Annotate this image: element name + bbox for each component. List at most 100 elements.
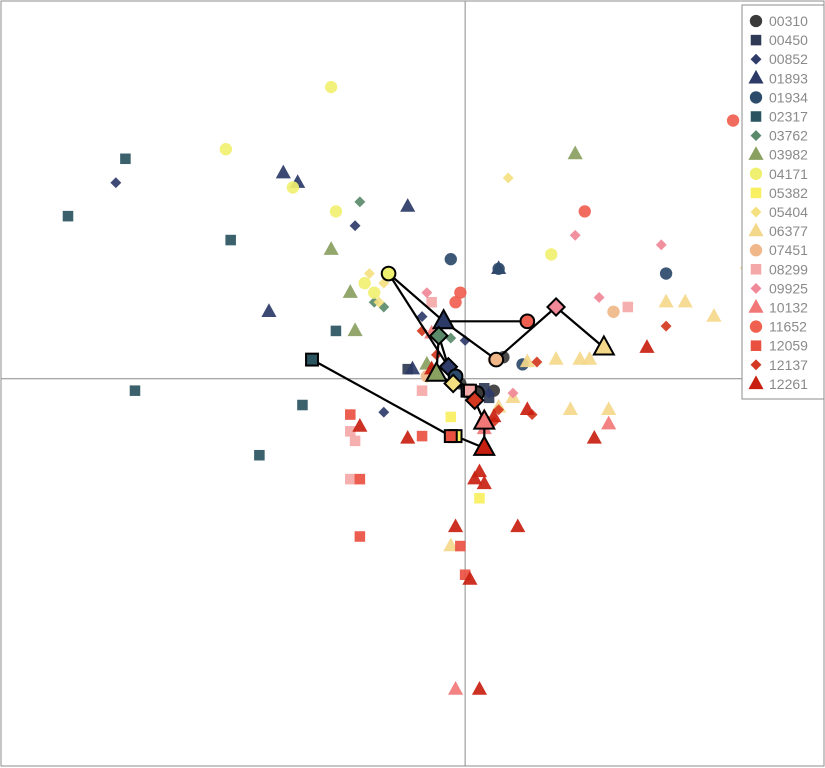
point-00852 [416, 311, 428, 323]
legend-marker-04171 [749, 167, 763, 180]
point-04171 [545, 248, 558, 261]
point-12261 [448, 518, 464, 533]
point-06377 [443, 537, 459, 552]
legend-label-10132: 10132 [769, 300, 808, 316]
point-08299 [345, 426, 356, 437]
legend-marker-12261 [748, 375, 764, 390]
point-12059 [416, 430, 428, 442]
point-12137 [660, 320, 672, 332]
point-06377 [519, 353, 535, 368]
point-03982 [567, 145, 583, 160]
point-02317 [62, 210, 74, 222]
point-08299 [349, 435, 361, 447]
point-01893 [400, 198, 416, 212]
centroid-10132 [472, 408, 496, 430]
legend-label-04171: 04171 [769, 166, 808, 182]
centroid-12059 [443, 429, 458, 444]
point-06377 [677, 293, 693, 308]
legend-marker-10132 [748, 299, 764, 313]
point-06377 [601, 401, 617, 415]
point-06377 [562, 401, 578, 415]
legend: 00310 00450 00852 01893 01934 02317 03762 03982… [741, 4, 825, 400]
point-11652 [454, 286, 467, 299]
point-10132 [448, 681, 464, 695]
point-04171 [358, 276, 371, 290]
point-01893 [404, 360, 421, 375]
centroid-01893 [431, 308, 456, 330]
point-01893 [261, 303, 277, 317]
point-11652 [578, 205, 591, 218]
legend-marker-06377 [748, 222, 764, 237]
legend-label-03982: 03982 [769, 147, 808, 163]
point-04171 [219, 143, 233, 156]
legend-marker-01934 [749, 91, 763, 104]
legend-marker-11652 [749, 320, 763, 333]
point-06377 [581, 351, 598, 365]
point-12261 [467, 470, 483, 485]
centroid-03762 [428, 325, 449, 346]
legend-label-00852: 00852 [769, 51, 808, 67]
point-05382 [445, 411, 457, 423]
point-09925 [421, 287, 433, 299]
legend-label-12137: 12137 [769, 357, 808, 373]
centroid-02317 [305, 352, 319, 367]
point-11652 [726, 114, 740, 127]
centroid-06377 [592, 334, 616, 356]
centroid-12137 [464, 390, 485, 411]
point-06377 [572, 351, 588, 365]
point-12261 [519, 401, 535, 415]
legend-label-12059: 12059 [769, 338, 808, 354]
point-09925 [569, 229, 581, 241]
legend-marker-03762 [750, 130, 762, 142]
legend-marker-07451 [749, 244, 763, 257]
centroid-04171 [380, 265, 397, 282]
legend-marker-08299 [750, 264, 762, 275]
point-12261 [400, 430, 416, 444]
point-02317 [225, 234, 236, 246]
legend-marker-00310 [749, 14, 763, 28]
point-09925 [655, 239, 667, 251]
point-12059 [345, 409, 356, 420]
centroid-11652 [519, 313, 536, 330]
point-12261 [639, 339, 655, 353]
legend-label-06377: 06377 [769, 223, 808, 239]
point-00852 [378, 406, 390, 418]
point-09925 [593, 291, 605, 303]
legend-label-01893: 01893 [769, 70, 808, 86]
point-01934 [659, 267, 673, 280]
point-04171 [324, 80, 338, 94]
point-08299 [416, 385, 428, 396]
point-02317 [254, 449, 265, 461]
centroid-05404 [443, 373, 464, 394]
point-02317 [120, 153, 131, 165]
point-11652 [449, 296, 462, 309]
legend-marker-02317 [750, 111, 762, 122]
point-05404 [363, 268, 375, 279]
legend-label-05382: 05382 [769, 185, 808, 201]
point-04171 [368, 286, 381, 299]
legend-label-11652: 11652 [769, 319, 807, 335]
legend-label-09925: 09925 [769, 280, 808, 296]
point-02317 [129, 385, 141, 396]
legend-label-00450: 00450 [769, 32, 808, 48]
legend-marker-03982 [748, 146, 764, 160]
legend-marker-01893 [748, 69, 764, 84]
point-07451 [607, 305, 620, 318]
point-05404 [502, 172, 514, 184]
centroid-03982 [424, 360, 449, 382]
legend-marker-05404 [750, 206, 762, 218]
point-12261 [471, 681, 488, 695]
point-09925 [507, 387, 519, 399]
legend-marker-09925 [750, 282, 762, 294]
data-points [62, 80, 756, 695]
point-10132 [601, 415, 617, 430]
point-03982 [323, 241, 339, 255]
point-06377 [548, 351, 564, 365]
point-01893 [275, 164, 291, 179]
point-12261 [510, 518, 526, 533]
point-04171 [329, 205, 343, 218]
point-00852 [349, 220, 361, 232]
legend-label-00310: 00310 [769, 13, 808, 29]
